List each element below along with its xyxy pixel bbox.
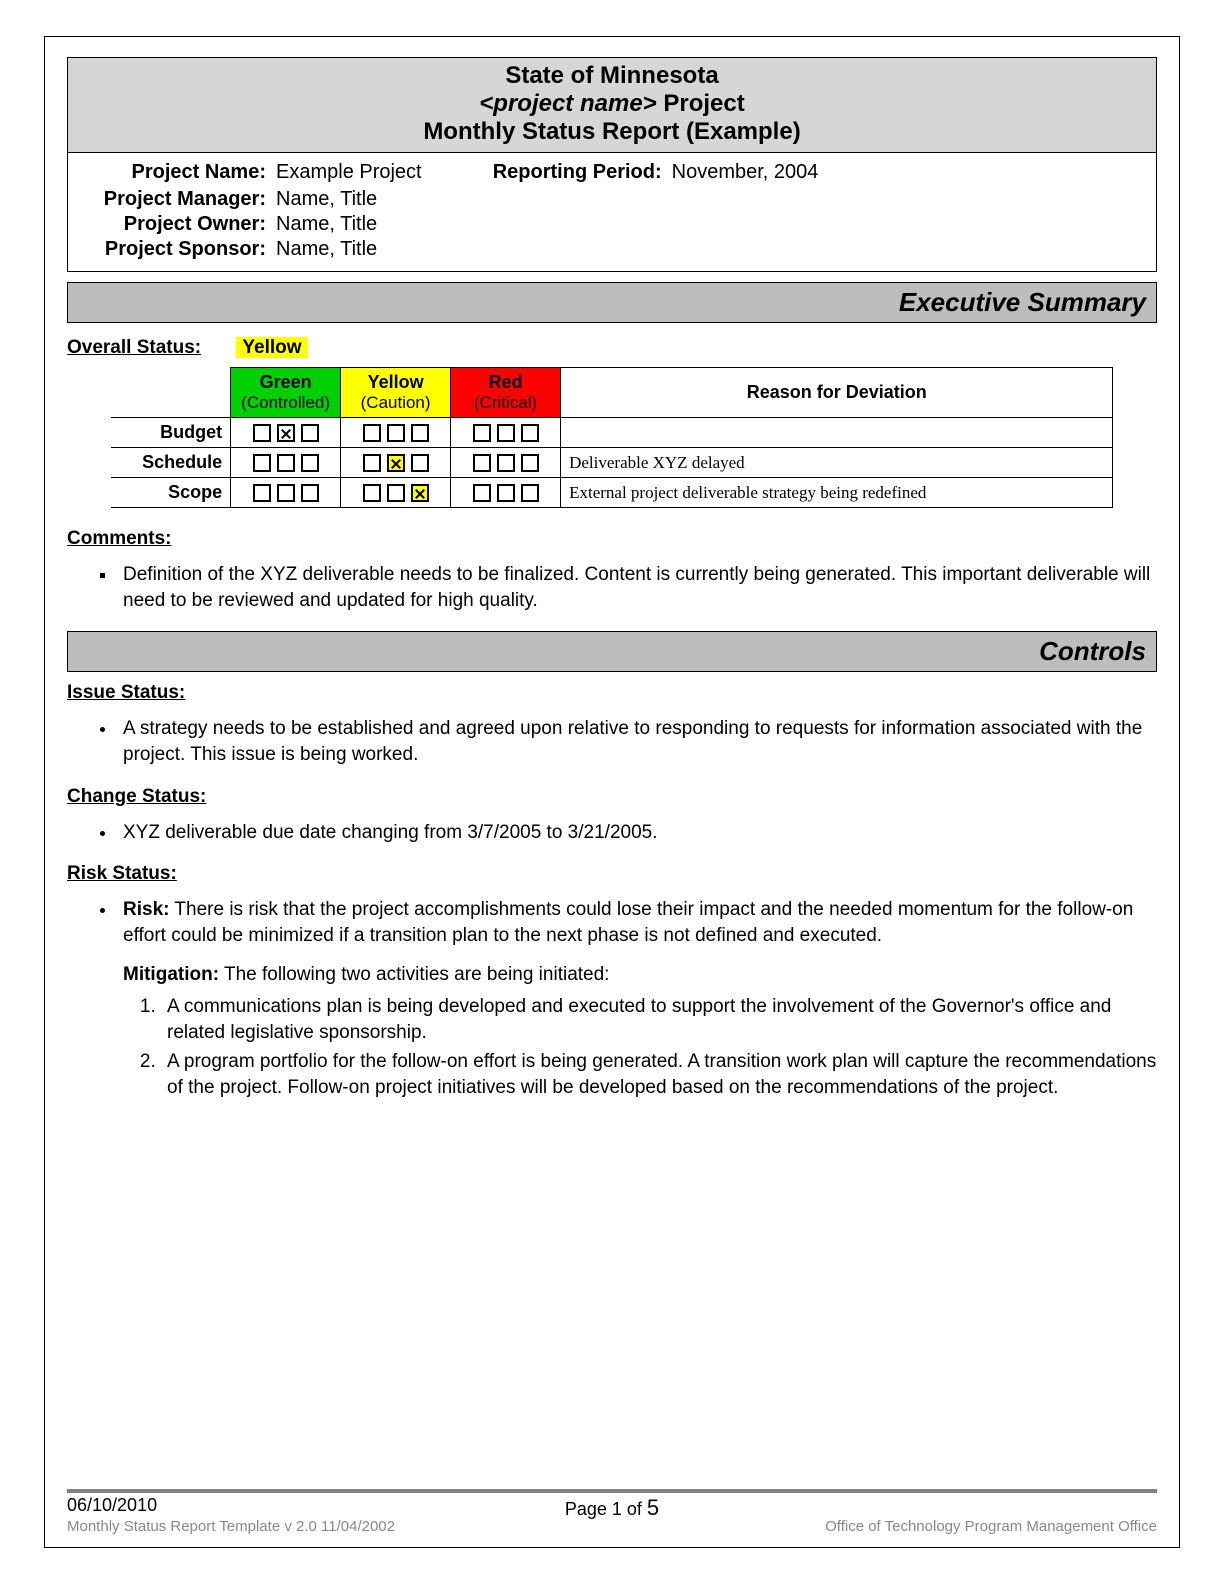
list-item: XYZ deliverable due date changing from 3…: [117, 820, 1157, 846]
reason-cell: Deliverable XYZ delayed: [561, 448, 1113, 478]
title-line3: Monthly Status Report (Example): [68, 118, 1156, 146]
checkbox-icon: [497, 484, 515, 502]
meta-project-sponsor-label: Project Sponsor:: [78, 238, 266, 261]
col-yellow-title: Yellow: [368, 372, 424, 392]
status-row-label: Budget: [111, 418, 231, 448]
meta-project-owner-label: Project Owner:: [78, 213, 266, 236]
checkbox-icon: [497, 424, 515, 442]
checkbox-cell: [451, 478, 561, 508]
checkbox-icon: [363, 454, 381, 472]
checkbox-icon: [253, 454, 271, 472]
checkbox-icon: [253, 424, 271, 442]
meta-project-manager-label: Project Manager:: [78, 188, 266, 211]
meta-project-owner: Name, Title: [276, 213, 377, 236]
meta-project-name: Example Project: [276, 161, 422, 184]
checkbox-icon: [521, 454, 539, 472]
title-banner: State of Minnesota <project name> Projec…: [67, 57, 1157, 153]
footer-page-total: 5: [647, 1495, 659, 1520]
status-row-label: Schedule: [111, 448, 231, 478]
section-controls: Controls: [67, 631, 1157, 672]
checkbox-icon: [363, 484, 381, 502]
comments-heading: Comments:: [67, 528, 1157, 550]
section-executive-summary: Executive Summary: [67, 282, 1157, 323]
checkbox-cell: [451, 418, 561, 448]
risk-text: There is risk that the project accomplis…: [123, 899, 1133, 946]
checkbox-icon: [473, 424, 491, 442]
list-item: A strategy needs to be established and a…: [117, 716, 1157, 767]
col-yellow-sub: (Caution): [345, 393, 446, 413]
title-line1: State of Minnesota: [68, 62, 1156, 90]
checkbox-icon: [301, 454, 319, 472]
title-line2-rest: Project: [657, 90, 745, 117]
list-item: A communications plan is being developed…: [161, 994, 1157, 1045]
checkbox-icon: [411, 454, 429, 472]
col-red-title: Red: [489, 372, 523, 392]
overall-status-label: Overall Status:: [67, 337, 201, 358]
checkbox-icon: [473, 484, 491, 502]
checkbox-icon: [497, 454, 515, 472]
checkbox-cell: [451, 448, 561, 478]
col-reason: Reason for Deviation: [561, 368, 1113, 418]
meta-project-name-label: Project Name:: [78, 161, 266, 184]
meta-reporting-period: November, 2004: [672, 161, 819, 184]
overall-status-value: Yellow: [236, 337, 307, 358]
mitigation-label: Mitigation:: [123, 964, 219, 985]
checkbox-icon: [363, 424, 381, 442]
col-green-sub: (Controlled): [235, 393, 336, 413]
col-red: Red (Critical): [451, 368, 561, 418]
risk-status-heading: Risk Status:: [67, 863, 1157, 885]
checkbox-cell: [231, 478, 341, 508]
col-yellow: Yellow (Caution): [341, 368, 451, 418]
checkbox-icon: [387, 484, 405, 502]
issue-status-heading: Issue Status:: [67, 682, 1157, 704]
risk-item: Risk: There is risk that the project acc…: [117, 897, 1157, 1100]
checkbox-cell: [231, 418, 341, 448]
issue-status-list: A strategy needs to be established and a…: [117, 712, 1157, 771]
change-status-heading: Change Status:: [67, 786, 1157, 808]
checkbox-icon: [387, 424, 405, 442]
footer-line1: 06/10/2010 Page 1 of 5: [67, 1495, 1157, 1516]
checkbox-cell: [341, 448, 451, 478]
risk-status-block: Risk: There is risk that the project acc…: [117, 893, 1157, 1104]
checkbox-icon: [277, 484, 295, 502]
overall-status: Overall Status: Yellow: [67, 337, 1157, 359]
checkbox-icon: [387, 454, 405, 472]
checkbox-cell: [341, 418, 451, 448]
meta-project-sponsor: Name, Title: [276, 238, 377, 261]
checkbox-icon: [411, 484, 429, 502]
title-line2-ital: <project name>: [479, 90, 656, 117]
status-row-label: Scope: [111, 478, 231, 508]
checkbox-icon: [277, 424, 295, 442]
meta-reporting-period-label: Reporting Period:: [482, 161, 662, 184]
checkbox-icon: [411, 424, 429, 442]
mitigation-list: A communications plan is being developed…: [161, 994, 1157, 1101]
col-red-sub: (Critical): [455, 393, 556, 413]
meta-block: Project Name: Example Project Reporting …: [67, 153, 1157, 272]
reason-cell: [561, 418, 1113, 448]
footer-page-prefix: Page 1 of: [565, 1499, 647, 1519]
comments-list: Definition of the XYZ deliverable needs …: [117, 558, 1157, 617]
checkbox-cell: [341, 478, 451, 508]
col-green: Green (Controlled): [231, 368, 341, 418]
status-table: Green (Controlled) Yellow (Caution) Red …: [111, 367, 1114, 508]
meta-project-manager: Name, Title: [276, 188, 377, 211]
list-item: Definition of the XYZ deliverable needs …: [117, 562, 1157, 613]
reason-cell: External project deliverable strategy be…: [561, 478, 1113, 508]
checkbox-cell: [231, 448, 341, 478]
mitigation-intro: The following two activities are being i…: [219, 964, 609, 985]
col-green-title: Green: [260, 372, 312, 392]
list-item: A program portfolio for the follow-on ef…: [161, 1049, 1157, 1100]
risk-label: Risk:: [123, 899, 169, 920]
checkbox-icon: [277, 454, 295, 472]
change-status-list: XYZ deliverable due date changing from 3…: [117, 816, 1157, 850]
checkbox-icon: [301, 424, 319, 442]
checkbox-icon: [473, 454, 491, 472]
checkbox-icon: [301, 484, 319, 502]
checkbox-icon: [521, 424, 539, 442]
footer-rule: [67, 1489, 1157, 1493]
title-line2: <project name> Project: [68, 90, 1156, 118]
checkbox-icon: [521, 484, 539, 502]
checkbox-icon: [253, 484, 271, 502]
